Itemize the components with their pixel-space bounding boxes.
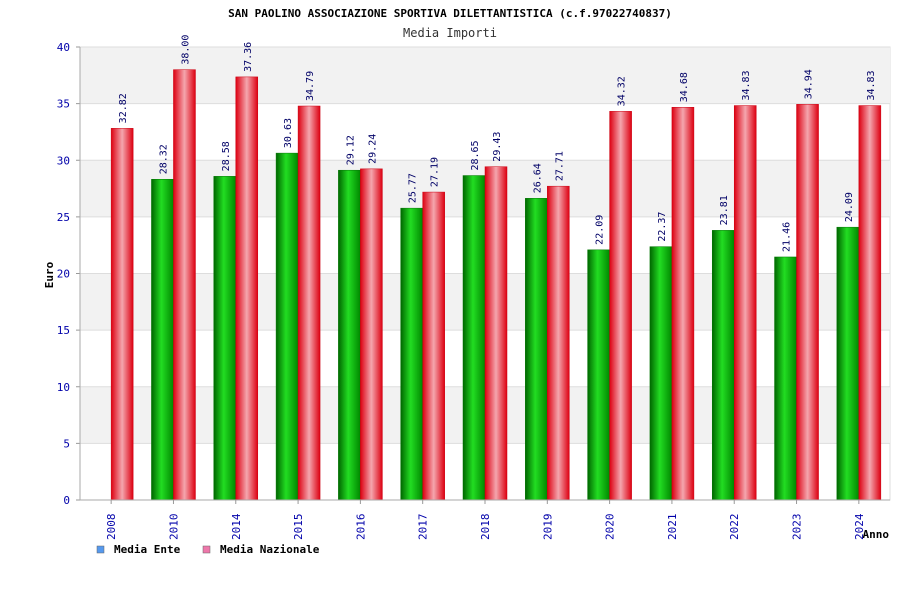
- y-tick-label: 5: [63, 437, 70, 450]
- bar-media-nazionale: [547, 185, 570, 501]
- y-tick-label: 0: [63, 494, 70, 507]
- bar-media-ente: [338, 169, 361, 501]
- y-tick-label: 35: [57, 98, 70, 111]
- x-tick-label: 2022: [728, 514, 741, 541]
- y-tick-label: 20: [57, 268, 70, 281]
- x-tick-label: 2010: [167, 514, 180, 541]
- legend-swatch: [96, 545, 105, 554]
- value-label: 34.83: [741, 70, 752, 100]
- value-label: 34.79: [305, 71, 316, 101]
- value-label: 30.63: [283, 118, 294, 148]
- value-label: 29.43: [492, 132, 503, 162]
- bar-media-nazionale: [671, 106, 695, 501]
- bar-media-nazionale: [110, 128, 134, 501]
- bar-media-ente: [151, 179, 174, 501]
- bar-media-ente: [462, 175, 486, 501]
- legend-swatch: [202, 545, 211, 554]
- bar-media-ente: [400, 207, 423, 501]
- bar-media-ente: [275, 152, 299, 501]
- value-label: 29.12: [345, 135, 356, 165]
- value-label: 28.58: [221, 141, 232, 171]
- legend-label: Media Ente: [114, 543, 181, 556]
- x-tick-label: 2016: [354, 514, 367, 541]
- value-label: 25.77: [408, 173, 419, 203]
- value-label: 21.46: [782, 222, 793, 252]
- value-label: 37.36: [243, 42, 254, 72]
- bar-media-ente: [836, 226, 860, 501]
- value-label: 28.32: [158, 144, 169, 174]
- bar-media-nazionale: [235, 76, 259, 501]
- y-tick-label: 10: [57, 381, 70, 394]
- x-tick-label: 2015: [292, 514, 305, 541]
- x-tick-label: 2019: [541, 514, 554, 541]
- y-tick-label: 30: [57, 154, 70, 167]
- value-labels: 32.82 28.32 38.00 28.58 37.36 30.63 34.79 29.12…: [118, 35, 877, 252]
- value-label: 22.37: [657, 212, 668, 242]
- x-axis: 2008 2010 2014 2015 2016 2017 2018 2019 2020 2021…: [105, 500, 866, 540]
- x-tick-label: 2021: [666, 514, 679, 541]
- chart-title: SAN PAOLINO ASSOCIAZIONE SPORTIVA DILETT…: [228, 7, 672, 20]
- value-label: 28.65: [470, 140, 481, 170]
- bar-media-ente: [525, 198, 548, 501]
- x-tick-label: 2018: [479, 514, 492, 541]
- legend: Media Ente Media Nazionale: [96, 543, 320, 556]
- value-label: 27.19: [430, 157, 441, 187]
- x-tick-label: 2014: [230, 513, 243, 540]
- x-tick-label: 2023: [791, 514, 804, 541]
- bar-media-nazionale: [173, 69, 196, 501]
- value-label: 26.64: [532, 163, 543, 193]
- x-axis-label: Anno: [863, 528, 890, 541]
- y-tick-label: 25: [57, 211, 70, 224]
- bar-media-nazionale: [609, 111, 632, 501]
- value-label: 34.32: [617, 76, 628, 106]
- bar-media-nazionale: [858, 105, 882, 501]
- bar-media-ente: [587, 249, 610, 501]
- bar-media-nazionale: [796, 104, 819, 501]
- bar-media-ente: [213, 176, 237, 501]
- value-label: 22.09: [595, 215, 606, 245]
- y-tick-label: 40: [57, 41, 70, 54]
- bar-media-ente: [649, 246, 673, 501]
- chart-subtitle: Media Importi: [403, 26, 497, 40]
- value-label: 32.82: [118, 93, 129, 123]
- y-axis-label: Euro: [43, 261, 56, 288]
- legend-label: Media Nazionale: [220, 543, 320, 556]
- x-tick-label: 2017: [417, 514, 430, 541]
- value-label: 29.24: [367, 134, 378, 164]
- value-label: 38.00: [180, 35, 191, 65]
- bars: [110, 69, 882, 501]
- bar-media-nazionale: [360, 168, 383, 501]
- value-label: 34.83: [866, 70, 877, 100]
- value-label: 23.81: [719, 195, 730, 225]
- y-tick-label: 15: [57, 324, 70, 337]
- value-label: 34.68: [679, 72, 690, 102]
- value-label: 24.09: [844, 192, 855, 222]
- x-tick-label: 2008: [105, 514, 118, 541]
- grid-band: [80, 47, 890, 104]
- x-tick-label: 2020: [604, 514, 617, 541]
- x-tick-label: 2024: [853, 513, 866, 540]
- value-label: 34.94: [804, 69, 815, 99]
- bar-media-nazionale: [422, 191, 445, 501]
- bar-media-nazionale: [733, 105, 757, 501]
- bar-media-ente: [774, 256, 797, 501]
- bar-media-nazionale: [297, 105, 321, 501]
- bar-media-ente: [711, 230, 735, 501]
- bar-media-nazionale: [484, 166, 508, 501]
- value-label: 27.71: [554, 151, 565, 181]
